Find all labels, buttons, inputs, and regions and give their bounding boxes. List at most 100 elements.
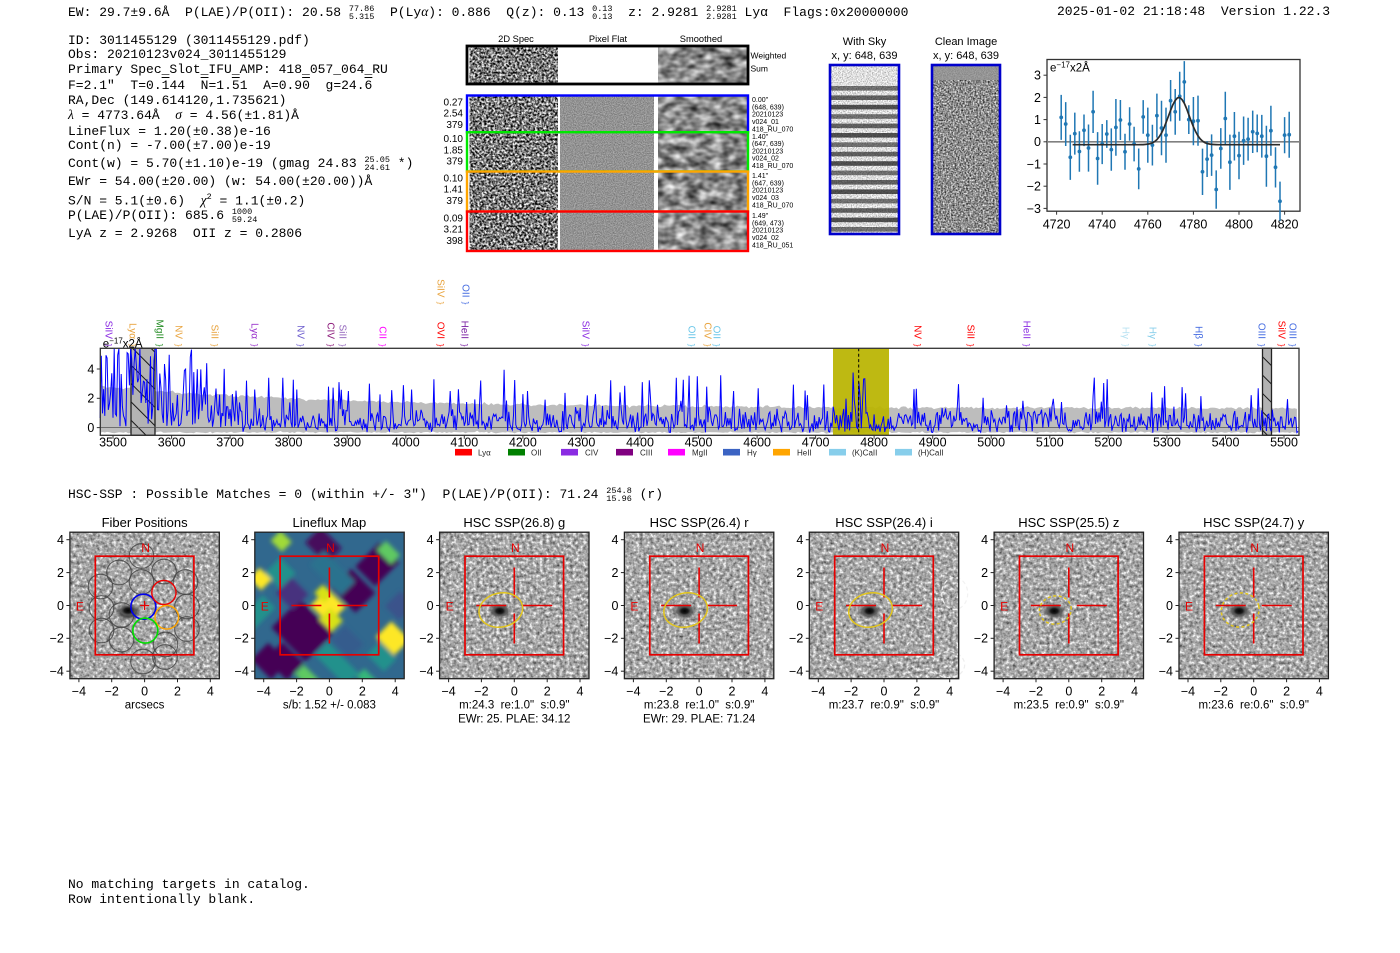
svg-text:2: 2 xyxy=(87,392,94,406)
svg-text:1.41: 1.41 xyxy=(444,185,464,196)
svg-text:−2: −2 xyxy=(789,632,803,646)
svg-text:2: 2 xyxy=(729,685,736,699)
svg-text:−2: −2 xyxy=(974,632,988,646)
svg-text:v024_01: v024_01 xyxy=(752,119,779,126)
svg-text:379: 379 xyxy=(446,120,463,131)
svg-text:4800: 4800 xyxy=(860,436,888,450)
svg-text:4: 4 xyxy=(796,533,803,547)
svg-text:5400: 5400 xyxy=(1212,436,1240,450)
svg-text:4100: 4100 xyxy=(450,436,478,450)
svg-text:1: 1 xyxy=(1034,113,1041,127)
svg-text:−2: −2 xyxy=(235,632,249,646)
svg-text:379: 379 xyxy=(446,157,463,168)
svg-text:−4: −4 xyxy=(811,685,825,699)
svg-text:(H)CaII: (H)CaII xyxy=(918,449,944,458)
svg-text:}: } xyxy=(581,344,591,347)
svg-text:20210123: 20210123 xyxy=(752,188,783,195)
svg-text:m:23.8 re:1.0" s:0.9": m:23.8 re:1.0" s:0.9" xyxy=(644,700,754,712)
svg-text:N: N xyxy=(1250,541,1259,555)
svg-text:20210123: 20210123 xyxy=(752,148,783,155)
svg-text:}: } xyxy=(378,344,388,347)
svg-text:}: } xyxy=(460,344,470,347)
svg-text:4: 4 xyxy=(207,685,214,699)
svg-text:MgII: MgII xyxy=(154,320,165,339)
svg-text:SiIV: SiIV xyxy=(435,279,446,298)
svg-text:−4: −4 xyxy=(789,665,803,679)
svg-text:2: 2 xyxy=(611,566,618,580)
svg-text:5100: 5100 xyxy=(1036,436,1064,450)
svg-text:3700: 3700 xyxy=(216,436,244,450)
svg-text:3: 3 xyxy=(1034,69,1041,83)
svg-text:N: N xyxy=(696,541,705,555)
svg-text:20210123: 20210123 xyxy=(752,112,783,119)
svg-text:EWr: 25. PLAE: 34.12: EWr: 25. PLAE: 34.12 xyxy=(458,714,570,726)
svg-text:418_RU_070: 418_RU_070 xyxy=(752,163,793,170)
svg-text:4000: 4000 xyxy=(392,436,420,450)
svg-text:0: 0 xyxy=(427,599,434,613)
svg-text:−2: −2 xyxy=(419,632,433,646)
svg-text:0: 0 xyxy=(696,685,703,699)
svg-text:EWr: 29. PLAE: 71.24: EWr: 29. PLAE: 71.24 xyxy=(643,714,756,726)
svg-text:0: 0 xyxy=(326,685,333,699)
svg-text:Fiber Positions: Fiber Positions xyxy=(102,515,188,530)
svg-text:}: } xyxy=(128,344,138,347)
svg-text:4800: 4800 xyxy=(1225,217,1253,231)
svg-text:2: 2 xyxy=(1034,91,1041,105)
svg-text:4: 4 xyxy=(981,533,988,547)
svg-text:4: 4 xyxy=(1316,685,1323,699)
svg-text:OII: OII xyxy=(686,326,697,339)
svg-text:CIV: CIV xyxy=(585,449,599,458)
svg-text:4: 4 xyxy=(577,685,584,699)
svg-text:v024_02: v024_02 xyxy=(752,235,779,242)
svg-text:(647, 639): (647, 639) xyxy=(752,180,784,187)
svg-text:}: } xyxy=(436,302,446,305)
svg-text:Smoothed: Smoothed xyxy=(680,34,722,44)
svg-text:4300: 4300 xyxy=(567,436,595,450)
svg-text:4: 4 xyxy=(761,685,768,699)
svg-text:}: } xyxy=(250,344,260,347)
svg-text:4780: 4780 xyxy=(1179,217,1207,231)
svg-text:(647, 639): (647, 639) xyxy=(752,141,784,148)
svg-text:2: 2 xyxy=(1166,566,1173,580)
svg-text:}: } xyxy=(174,344,184,347)
svg-text:e−17x2Å: e−17x2Å xyxy=(1050,61,1090,75)
svg-text:2: 2 xyxy=(427,566,434,580)
svg-text:NV: NV xyxy=(173,325,184,339)
svg-text:−2: −2 xyxy=(604,632,618,646)
svg-text:−4: −4 xyxy=(419,665,433,679)
svg-text:5500: 5500 xyxy=(1270,436,1298,450)
svg-text:−2: −2 xyxy=(289,685,303,699)
svg-text:5200: 5200 xyxy=(1094,436,1122,450)
svg-text:1.41": 1.41" xyxy=(752,173,769,180)
svg-text:0: 0 xyxy=(796,599,803,613)
svg-text:0: 0 xyxy=(87,421,94,435)
svg-text:N: N xyxy=(881,541,890,555)
svg-text:0.00": 0.00" xyxy=(752,97,769,104)
svg-text:0: 0 xyxy=(1166,599,1173,613)
svg-text:2: 2 xyxy=(359,685,366,699)
svg-text:2: 2 xyxy=(1283,685,1290,699)
svg-text:2: 2 xyxy=(174,685,181,699)
svg-text:arcsecs: arcsecs xyxy=(125,700,165,712)
svg-text:SiIV: SiIV xyxy=(103,321,114,340)
svg-text:SiII: SiII xyxy=(337,325,348,339)
svg-text:}: } xyxy=(913,344,923,347)
svg-text:−2: −2 xyxy=(105,685,119,699)
svg-text:E: E xyxy=(1185,600,1193,614)
svg-text:4: 4 xyxy=(946,685,953,699)
svg-text:−3: −3 xyxy=(1027,202,1041,216)
svg-text:CIII: CIII xyxy=(640,449,652,458)
svg-text:}: } xyxy=(1257,344,1267,347)
svg-text:E: E xyxy=(76,600,84,614)
svg-text:Hγ: Hγ xyxy=(747,449,757,458)
svg-text:−4: −4 xyxy=(257,685,271,699)
svg-text:}: } xyxy=(210,344,220,347)
svg-text:HSC SSP(25.5) z: HSC SSP(25.5) z xyxy=(1018,515,1119,530)
svg-text:4: 4 xyxy=(1166,533,1173,547)
svg-text:−2: −2 xyxy=(1027,180,1041,194)
svg-text:3.21: 3.21 xyxy=(444,225,464,236)
svg-text:v024_02: v024_02 xyxy=(752,156,779,163)
svg-text:0: 0 xyxy=(1034,135,1041,149)
svg-text:0.09: 0.09 xyxy=(444,214,464,225)
svg-text:2D Spec: 2D Spec xyxy=(498,34,534,44)
